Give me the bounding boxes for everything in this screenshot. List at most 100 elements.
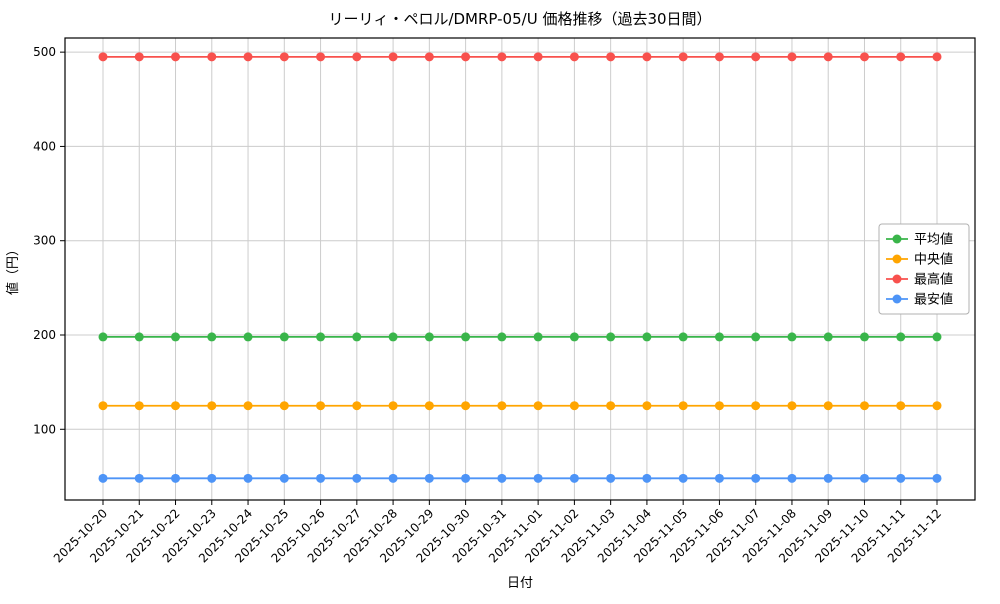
series-marker (606, 473, 616, 483)
series-marker (642, 473, 652, 483)
series-marker (207, 401, 217, 411)
series-marker (714, 401, 724, 411)
series-marker (279, 332, 289, 342)
series-marker (678, 401, 688, 411)
y-tick-label: 200 (33, 328, 56, 342)
series-marker (533, 52, 543, 62)
series-marker (171, 52, 181, 62)
series-marker (134, 332, 144, 342)
series-marker (388, 52, 398, 62)
series-marker (678, 52, 688, 62)
series-marker (642, 332, 652, 342)
series-marker (569, 52, 579, 62)
series-marker (533, 473, 543, 483)
legend-label: 平均値 (914, 232, 953, 248)
series-marker (424, 401, 434, 411)
chart-title: リーリィ・ペロル/DMRP-05/U 価格推移（過去30日間） (328, 10, 711, 28)
series-marker (98, 332, 108, 342)
series-marker (787, 332, 797, 342)
series-marker (823, 401, 833, 411)
series-marker (932, 401, 942, 411)
series-marker (642, 401, 652, 411)
series-marker (497, 52, 507, 62)
legend-marker-sample (892, 254, 902, 264)
series-marker (352, 401, 362, 411)
series-marker (751, 52, 761, 62)
series-marker (461, 401, 471, 411)
y-tick-label: 500 (33, 45, 56, 59)
series-marker (134, 473, 144, 483)
series-marker (316, 332, 326, 342)
series-marker (352, 473, 362, 483)
legend-label: 最安値 (914, 292, 953, 308)
series-marker (171, 473, 181, 483)
series-marker (352, 332, 362, 342)
series-marker (678, 332, 688, 342)
y-tick-label: 300 (33, 234, 56, 248)
legend-marker-sample (892, 274, 902, 284)
series-marker (243, 473, 253, 483)
series-marker (171, 332, 181, 342)
series-marker (932, 473, 942, 483)
series-marker (606, 401, 616, 411)
series-marker (279, 473, 289, 483)
series-marker (569, 473, 579, 483)
series-marker (714, 332, 724, 342)
plot-frame (64, 37, 976, 501)
series-marker (606, 52, 616, 62)
series-marker (533, 332, 543, 342)
series-marker (714, 52, 724, 62)
series-marker (678, 473, 688, 483)
series-marker (388, 473, 398, 483)
series-marker (896, 52, 906, 62)
series-marker (461, 52, 471, 62)
series-marker (787, 52, 797, 62)
y-tick-label: 100 (33, 422, 56, 436)
series-marker (243, 401, 253, 411)
series-marker (533, 401, 543, 411)
series-marker (714, 473, 724, 483)
series-marker (316, 52, 326, 62)
series-marker (279, 52, 289, 62)
series-marker (461, 332, 471, 342)
series-marker (859, 52, 869, 62)
plot-area: 1002003004005002025-10-202025-10-212025-… (33, 37, 976, 565)
series-marker (859, 401, 869, 411)
legend-marker-sample (892, 294, 902, 304)
series-marker (207, 473, 217, 483)
series-marker (896, 473, 906, 483)
series-marker (642, 52, 652, 62)
y-axis-label: 値（円） (5, 243, 21, 295)
legend-label: 中央値 (914, 252, 953, 268)
series-marker (606, 332, 616, 342)
series-marker (207, 332, 217, 342)
series-marker (134, 401, 144, 411)
series-marker (461, 473, 471, 483)
series-marker (352, 52, 362, 62)
series-marker (134, 52, 144, 62)
legend-marker-sample (892, 234, 902, 244)
series-marker (316, 473, 326, 483)
series-marker (424, 473, 434, 483)
series-marker (932, 52, 942, 62)
series-marker (823, 52, 833, 62)
series-marker (424, 332, 434, 342)
series-marker (316, 401, 326, 411)
series-marker (497, 473, 507, 483)
series-marker (569, 332, 579, 342)
series-marker (171, 401, 181, 411)
x-axis-label: 日付 (507, 576, 533, 591)
legend-label: 最高値 (914, 272, 953, 288)
series-marker (279, 401, 289, 411)
series-marker (823, 332, 833, 342)
series-marker (859, 332, 869, 342)
series-marker (751, 401, 761, 411)
plot-background (65, 38, 975, 500)
series-marker (787, 401, 797, 411)
series-marker (207, 52, 217, 62)
series-marker (751, 332, 761, 342)
series-marker (823, 473, 833, 483)
